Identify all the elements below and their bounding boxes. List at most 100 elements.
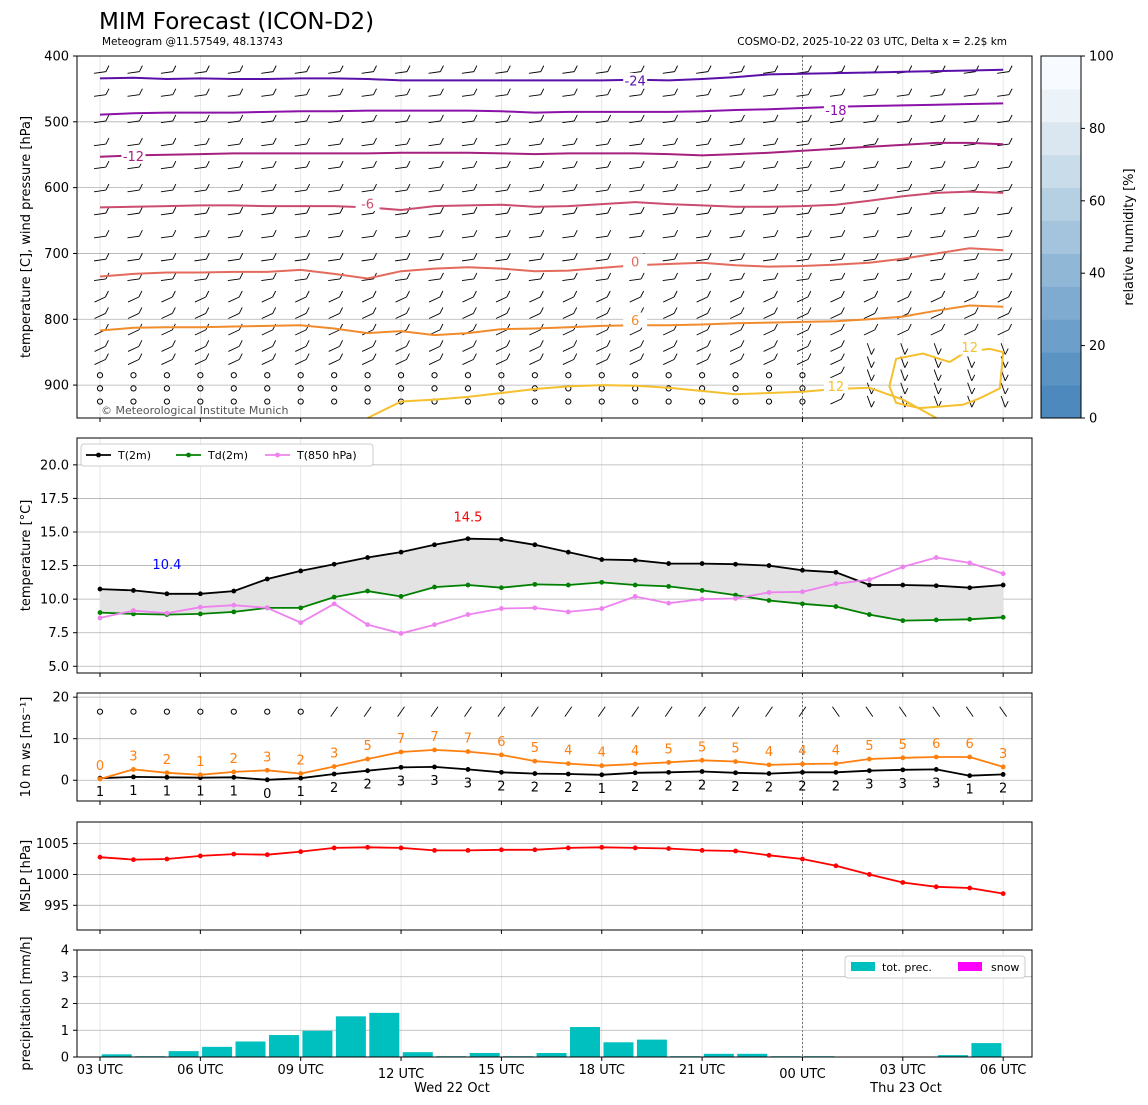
wind-barb xyxy=(1000,395,1006,408)
gust-label: 3 xyxy=(263,750,271,765)
wind-barb-flag xyxy=(272,183,277,191)
wind-barb-flag xyxy=(707,229,712,237)
wind-barb xyxy=(696,345,708,352)
wind-barb-flag xyxy=(707,206,712,214)
wind-barb-flag xyxy=(673,290,678,298)
calm-wind-mark xyxy=(96,385,104,392)
wind-barb-flag xyxy=(205,307,210,314)
wind-barb xyxy=(997,94,1010,97)
wind-barb-flag xyxy=(707,307,711,314)
wind-barb-flag xyxy=(741,272,745,280)
wind-barb-flag xyxy=(740,290,745,298)
wind-barb-flag xyxy=(874,137,879,145)
wind-barb-flag xyxy=(937,387,942,395)
precip-bar xyxy=(703,1053,734,1057)
wind-barb xyxy=(663,296,675,303)
wind-barb xyxy=(830,313,842,319)
wind-barb xyxy=(160,189,173,193)
wind-barb-flag xyxy=(807,206,812,214)
calm-wind-mark xyxy=(264,708,271,715)
calm-wind-mark xyxy=(498,372,505,379)
wind-barb xyxy=(564,706,573,717)
wind-barb-flag xyxy=(473,160,478,168)
wind-barb-flag xyxy=(937,348,942,355)
colorbar-cell xyxy=(1041,220,1081,254)
wind-barb-flag xyxy=(305,340,310,347)
wind-barb xyxy=(194,143,207,147)
time-tick-label: 12 UTC xyxy=(378,1067,424,1082)
wind-barb xyxy=(395,359,407,365)
colorbar-cell xyxy=(1041,286,1081,320)
wind-barb-flag xyxy=(306,114,311,122)
wind-barb xyxy=(361,278,374,282)
wind-barb xyxy=(562,166,575,170)
colorbar-tick-label: 80 xyxy=(1089,122,1106,137)
wind-barb-flag xyxy=(807,88,812,95)
series-point xyxy=(365,555,370,560)
wind-barb-flag xyxy=(406,183,411,191)
wind-barb xyxy=(830,398,842,405)
precip-bar xyxy=(168,1051,199,1057)
series-point xyxy=(264,576,270,582)
mslp-point xyxy=(164,856,170,862)
series-point xyxy=(699,588,705,593)
wind-barb xyxy=(462,345,474,352)
wind-barb xyxy=(562,71,575,74)
wind-barb-flag xyxy=(205,137,210,145)
gust-label: 7 xyxy=(464,732,472,747)
wind-barb-flag xyxy=(1004,387,1009,395)
wind-barb-flag xyxy=(607,183,612,191)
wind-barb xyxy=(963,212,976,216)
calm-wind-mark xyxy=(331,372,338,379)
wind-barb-flag xyxy=(339,272,344,280)
wind-barb xyxy=(194,313,206,319)
wind-barb xyxy=(127,313,140,319)
wind-barb-flag xyxy=(239,183,244,191)
wind-barb xyxy=(328,94,341,97)
wind-barb xyxy=(161,313,173,319)
wind-barb xyxy=(997,313,1009,319)
wind-barb xyxy=(395,94,408,97)
wind-barb xyxy=(328,296,340,303)
colorbar-cell xyxy=(1041,121,1081,156)
wind-barb xyxy=(830,296,842,303)
wind-barb-flag xyxy=(774,340,778,347)
wind-barb-flag xyxy=(506,340,511,347)
wind-barb-flag xyxy=(205,183,210,191)
wind-barb-flag xyxy=(707,253,712,260)
wind-barb xyxy=(428,71,441,74)
wind-barb xyxy=(696,166,709,170)
wind-barb-flag xyxy=(941,290,946,298)
wind-barb xyxy=(964,313,976,319)
gust-label: 6 xyxy=(966,737,974,752)
wind-barb-flag xyxy=(272,88,277,95)
meteogram-location: Meteogram @11.57549, 48.13743 xyxy=(102,36,283,48)
wind-barb xyxy=(662,258,675,262)
wind-barb xyxy=(160,258,173,262)
mean-wind-label: 3 xyxy=(899,777,907,792)
series-point xyxy=(532,605,538,611)
wind-barb xyxy=(997,278,1010,282)
wind-barb xyxy=(461,258,474,262)
wind-barb-flag xyxy=(171,353,176,360)
series-point xyxy=(365,622,370,628)
wind-barb xyxy=(866,343,872,355)
wind-barb-flag xyxy=(473,114,478,122)
wind-barb-flag xyxy=(105,137,110,145)
series-point xyxy=(733,592,738,598)
y-tick-label: 500 xyxy=(44,115,69,130)
wind-barb-flag xyxy=(406,323,410,331)
wind-barb xyxy=(762,212,776,216)
wind-barb-flag xyxy=(373,253,377,260)
colorbar-cell xyxy=(1041,319,1081,353)
wind-barb-flag xyxy=(707,290,711,298)
series-point xyxy=(666,583,672,589)
y-tick-label: 800 xyxy=(44,313,69,328)
wind-barb xyxy=(1000,343,1006,355)
wind-barb xyxy=(830,329,842,336)
wind-barb xyxy=(1000,382,1006,395)
gust-label: 1 xyxy=(196,755,204,770)
wind-barb-flag xyxy=(707,114,712,122)
wind-barb-flag xyxy=(238,340,243,347)
